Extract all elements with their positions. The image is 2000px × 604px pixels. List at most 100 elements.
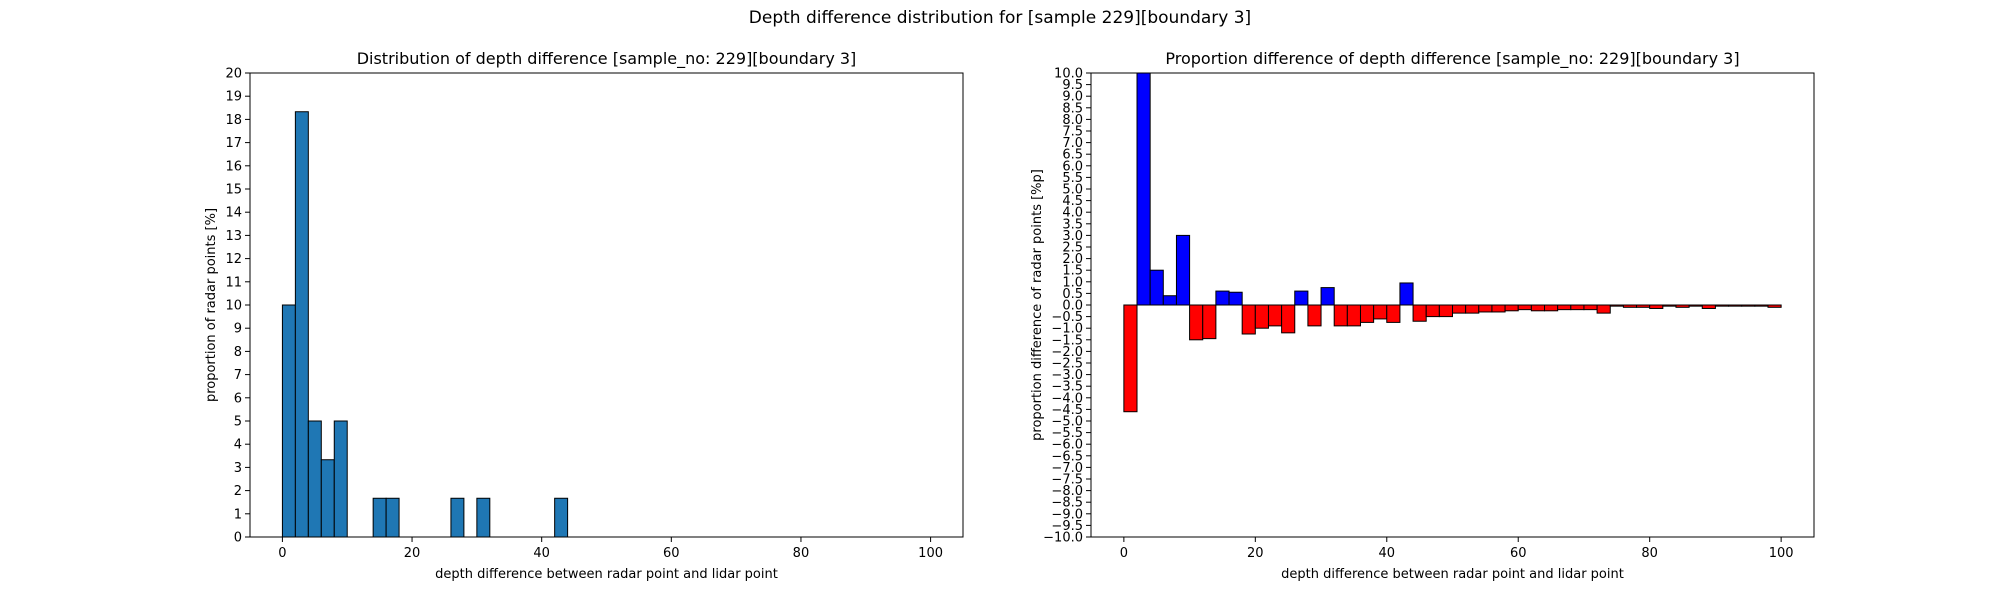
y-tick-label: −9.0 xyxy=(1051,507,1083,522)
y-tick-label: 5 xyxy=(234,415,242,430)
bar xyxy=(1544,304,1559,312)
y-tick-label: 3.0 xyxy=(1062,229,1083,244)
bar xyxy=(1767,304,1782,308)
bar xyxy=(1754,304,1769,307)
bar xyxy=(1399,282,1414,306)
y-tick-label: −9.5 xyxy=(1051,519,1083,534)
y-tick-label: 2.0 xyxy=(1062,252,1083,267)
bar xyxy=(1675,304,1690,308)
y-tick-label: −6.5 xyxy=(1051,449,1083,464)
y-tick-label: 1.5 xyxy=(1062,264,1083,279)
x-axis-label: depth difference between radar point and… xyxy=(435,567,778,582)
bar xyxy=(1701,304,1716,309)
y-tick-label: 16 xyxy=(225,159,242,174)
y-tick-label: 8.0 xyxy=(1062,113,1083,128)
x-axis-label: depth difference between radar point and… xyxy=(1281,567,1624,582)
y-tick-label: 5.5 xyxy=(1062,171,1083,186)
y-tick-label: 7 xyxy=(234,368,242,383)
bar xyxy=(1241,304,1256,335)
y-tick-label: 10.0 xyxy=(1054,67,1083,82)
y-tick-label: 1.0 xyxy=(1062,275,1083,290)
bar xyxy=(1228,291,1243,306)
y-tick-label: −5.5 xyxy=(1051,426,1083,441)
y-tick-label: 8 xyxy=(234,345,242,360)
bar xyxy=(1307,304,1322,327)
y-tick-label: 12 xyxy=(225,252,242,267)
y-tick-label: 14 xyxy=(225,206,242,221)
figure-suptitle: Depth difference distribution for [sampl… xyxy=(748,8,1252,28)
bar xyxy=(1346,304,1361,327)
bar xyxy=(1281,304,1296,334)
bar xyxy=(1649,304,1664,309)
bar xyxy=(1465,304,1480,314)
y-tick-label: 3 xyxy=(234,461,242,476)
y-tick-label: 6.5 xyxy=(1062,148,1083,163)
y-tick-label: 17 xyxy=(225,136,242,151)
bar xyxy=(1530,304,1546,312)
bar xyxy=(1123,304,1138,413)
bar xyxy=(1175,234,1191,306)
y-tick-label: −2.5 xyxy=(1051,357,1083,372)
y-tick-label: −6.0 xyxy=(1051,438,1083,453)
bar xyxy=(1622,304,1638,308)
y-tick-label: −2.0 xyxy=(1051,345,1083,360)
x-tick-label: 20 xyxy=(1247,546,1264,561)
y-tick-label: 4.0 xyxy=(1062,206,1083,221)
bar xyxy=(1202,304,1217,340)
y-tick-label: 7.0 xyxy=(1062,136,1083,151)
bar xyxy=(1504,304,1519,312)
y-tick-label: −0.5 xyxy=(1051,310,1083,325)
bar xyxy=(1741,304,1756,307)
bar xyxy=(1478,304,1493,313)
bar xyxy=(1294,290,1309,306)
y-tick-label: 6.0 xyxy=(1062,159,1083,174)
bar xyxy=(1136,72,1151,306)
y-tick-label: −4.5 xyxy=(1051,403,1083,418)
y-axis-label: proportion difference of radar points [%… xyxy=(1030,169,1045,441)
y-tick-label: 8.5 xyxy=(1062,101,1083,116)
bar xyxy=(281,304,296,538)
y-tick-label: 6 xyxy=(234,391,242,406)
y-tick-label: −4.0 xyxy=(1051,391,1083,406)
y-tick-label: 1 xyxy=(234,507,242,522)
y-tick-label: 20 xyxy=(225,67,242,82)
bar xyxy=(1333,304,1348,327)
y-tick-label: 9.0 xyxy=(1062,90,1083,105)
y-tick-label: −1.0 xyxy=(1051,322,1083,337)
bar xyxy=(1373,304,1388,320)
y-tick-label: 2 xyxy=(234,484,242,499)
x-tick-label: 80 xyxy=(793,546,810,561)
x-tick-label: 40 xyxy=(533,546,550,561)
bar xyxy=(333,420,348,538)
bar xyxy=(1215,290,1230,306)
bar xyxy=(1425,304,1440,318)
bar xyxy=(1662,304,1677,307)
y-tick-label: 3.5 xyxy=(1062,217,1083,232)
chart-2: 0 20 40 60 80 100 −10.0−9.5−9.0−8.5−8.0−7.5−7.… xyxy=(1030,49,1815,582)
x-tick-label: 60 xyxy=(663,546,680,561)
bar xyxy=(1452,304,1467,314)
bar xyxy=(1596,304,1611,314)
y-axis-label: proportion of radar points [%] xyxy=(204,208,219,402)
y-tick-label: 18 xyxy=(225,113,242,128)
y-tick-label: 11 xyxy=(225,275,242,290)
bar xyxy=(1688,304,1703,307)
bar xyxy=(1517,304,1532,311)
y-tick-label: 9.5 xyxy=(1062,78,1083,93)
x-tick-label: 0 xyxy=(278,546,286,561)
y-tick-label: 19 xyxy=(225,90,242,105)
bar xyxy=(1412,304,1427,322)
bar xyxy=(450,497,465,538)
bar xyxy=(307,420,322,538)
y-tick-label: 5.0 xyxy=(1062,183,1083,198)
bar xyxy=(1386,304,1401,323)
x-tick-label: 0 xyxy=(1120,546,1128,561)
axes-frame xyxy=(249,72,964,538)
chart-title: Distribution of depth difference [sample… xyxy=(357,49,857,69)
y-tick-label: −8.0 xyxy=(1051,484,1083,499)
y-tick-label: 4.5 xyxy=(1062,194,1083,209)
bar xyxy=(1491,304,1506,313)
y-tick-label: 15 xyxy=(225,183,242,198)
